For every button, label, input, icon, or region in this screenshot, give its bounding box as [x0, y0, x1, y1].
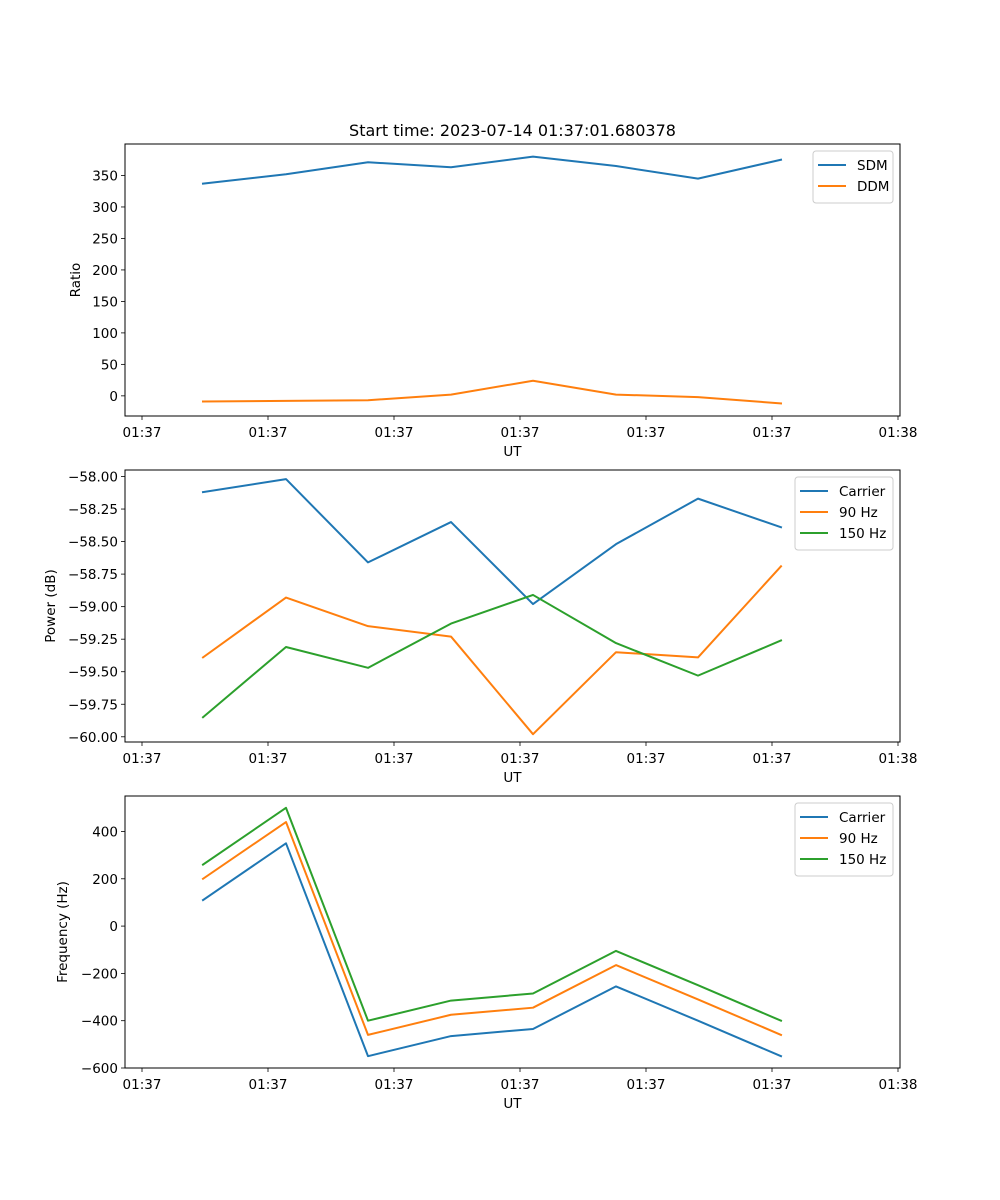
x-tick-label: 01:37 [501, 751, 540, 767]
x-tick-label: 01:37 [753, 751, 792, 767]
series-line-90-hz [201, 564, 783, 736]
x-axis-label: UT [503, 444, 522, 460]
y-tick-label: −59.00 [68, 600, 118, 616]
x-tick-label: 01:37 [375, 425, 414, 441]
x-tick-label: 01:38 [879, 751, 918, 767]
x-tick-label: 01:37 [501, 1077, 540, 1093]
axes-frame [124, 143, 901, 417]
series-line-150-hz [201, 593, 783, 719]
x-axis-label: UT [503, 770, 522, 786]
legend-label: Carrier [839, 484, 886, 500]
y-tick-label: 300 [92, 200, 118, 216]
x-tick-label: 01:37 [123, 425, 162, 441]
series-line-carrier [201, 478, 783, 606]
y-tick-label: −58.00 [68, 470, 118, 486]
y-tick-label: −59.50 [68, 665, 118, 681]
axes-frame [124, 795, 901, 1069]
figure-title: Start time: 2023-07-14 01:37:01.680378 [349, 121, 676, 140]
series-line-carrier [201, 842, 783, 1058]
y-axis-label: Power (dB) [43, 569, 59, 642]
y-tick-label: 100 [92, 326, 118, 342]
y-axis-label: Frequency (Hz) [55, 881, 71, 983]
series-line-90-hz [201, 821, 783, 1037]
x-tick-label: 01:37 [627, 425, 666, 441]
legend-label: DDM [857, 179, 889, 195]
y-tick-label: −60.00 [68, 730, 118, 746]
legend-label: 150 Hz [839, 526, 886, 542]
legend-label: 150 Hz [839, 852, 886, 868]
x-tick-label: 01:37 [375, 751, 414, 767]
legend-label: SDM [857, 158, 888, 174]
y-tick-label: 0 [109, 919, 118, 935]
legend-label: 90 Hz [839, 831, 878, 847]
x-tick-label: 01:37 [627, 1077, 666, 1093]
x-tick-label: 01:37 [375, 1077, 414, 1093]
series-group [201, 806, 783, 1058]
y-tick-label: 50 [101, 357, 118, 373]
y-tick-label: −59.25 [68, 632, 118, 648]
legend-label: 90 Hz [839, 505, 878, 521]
y-tick-label: 250 [92, 231, 118, 247]
x-axis-label: UT [503, 1096, 522, 1112]
legend: SDM DDM [812, 150, 894, 204]
y-tick-label: −400 [81, 1014, 118, 1030]
x-tick-label: 01:37 [627, 751, 666, 767]
legend-frame [794, 802, 894, 877]
x-tick-label: 01:37 [123, 1077, 162, 1093]
legend-label: Carrier [839, 810, 886, 826]
x-tick-label: 01:37 [249, 425, 288, 441]
y-tick-label: 400 [92, 824, 118, 840]
x-tick-label: 01:37 [753, 425, 792, 441]
y-tick-label: −59.75 [68, 697, 118, 713]
y-tick-label: −600 [81, 1061, 118, 1077]
y-tick-label: 200 [92, 872, 118, 888]
x-tick-label: 01:37 [249, 1077, 288, 1093]
series-group [201, 478, 783, 736]
y-axis-label: Ratio [68, 263, 84, 298]
y-tick-label: 0 [109, 389, 118, 405]
y-tick-label: −58.25 [68, 502, 118, 518]
x-tick-label: 01:37 [249, 751, 288, 767]
power-panel: 01:37 01:37 01:37 01:37 01:37 01:37 01:38 −60.0… [43, 469, 918, 786]
series-line-sdm [201, 155, 783, 185]
y-tick-label: 350 [92, 168, 118, 184]
x-tick-label: 01:38 [879, 1077, 918, 1093]
frequency-panel: 01:37 01:37 01:37 01:37 01:37 01:37 01:38 −600 −… [55, 795, 918, 1112]
axes-frame [124, 469, 901, 743]
y-tick-label: −200 [81, 966, 118, 982]
ratio-panel: 01:37 01:37 01:37 01:37 01:37 01:37 01:38 0 50 10… [68, 143, 918, 460]
legend: Carrier 90 Hz 150 Hz [794, 802, 894, 877]
y-tick-label: −58.75 [68, 567, 118, 583]
x-tick-label: 01:37 [753, 1077, 792, 1093]
x-tick-label: 01:37 [501, 425, 540, 441]
series-group [201, 155, 783, 405]
legend-frame [794, 476, 894, 551]
series-line-ddm [201, 379, 783, 405]
series-line-150-hz [201, 806, 783, 1023]
y-tick-label: 150 [92, 294, 118, 310]
x-tick-label: 01:38 [879, 425, 918, 441]
x-tick-label: 01:37 [123, 751, 162, 767]
legend: Carrier 90 Hz 150 Hz [794, 476, 894, 551]
y-tick-label: 200 [92, 263, 118, 279]
y-tick-label: −58.50 [68, 535, 118, 551]
